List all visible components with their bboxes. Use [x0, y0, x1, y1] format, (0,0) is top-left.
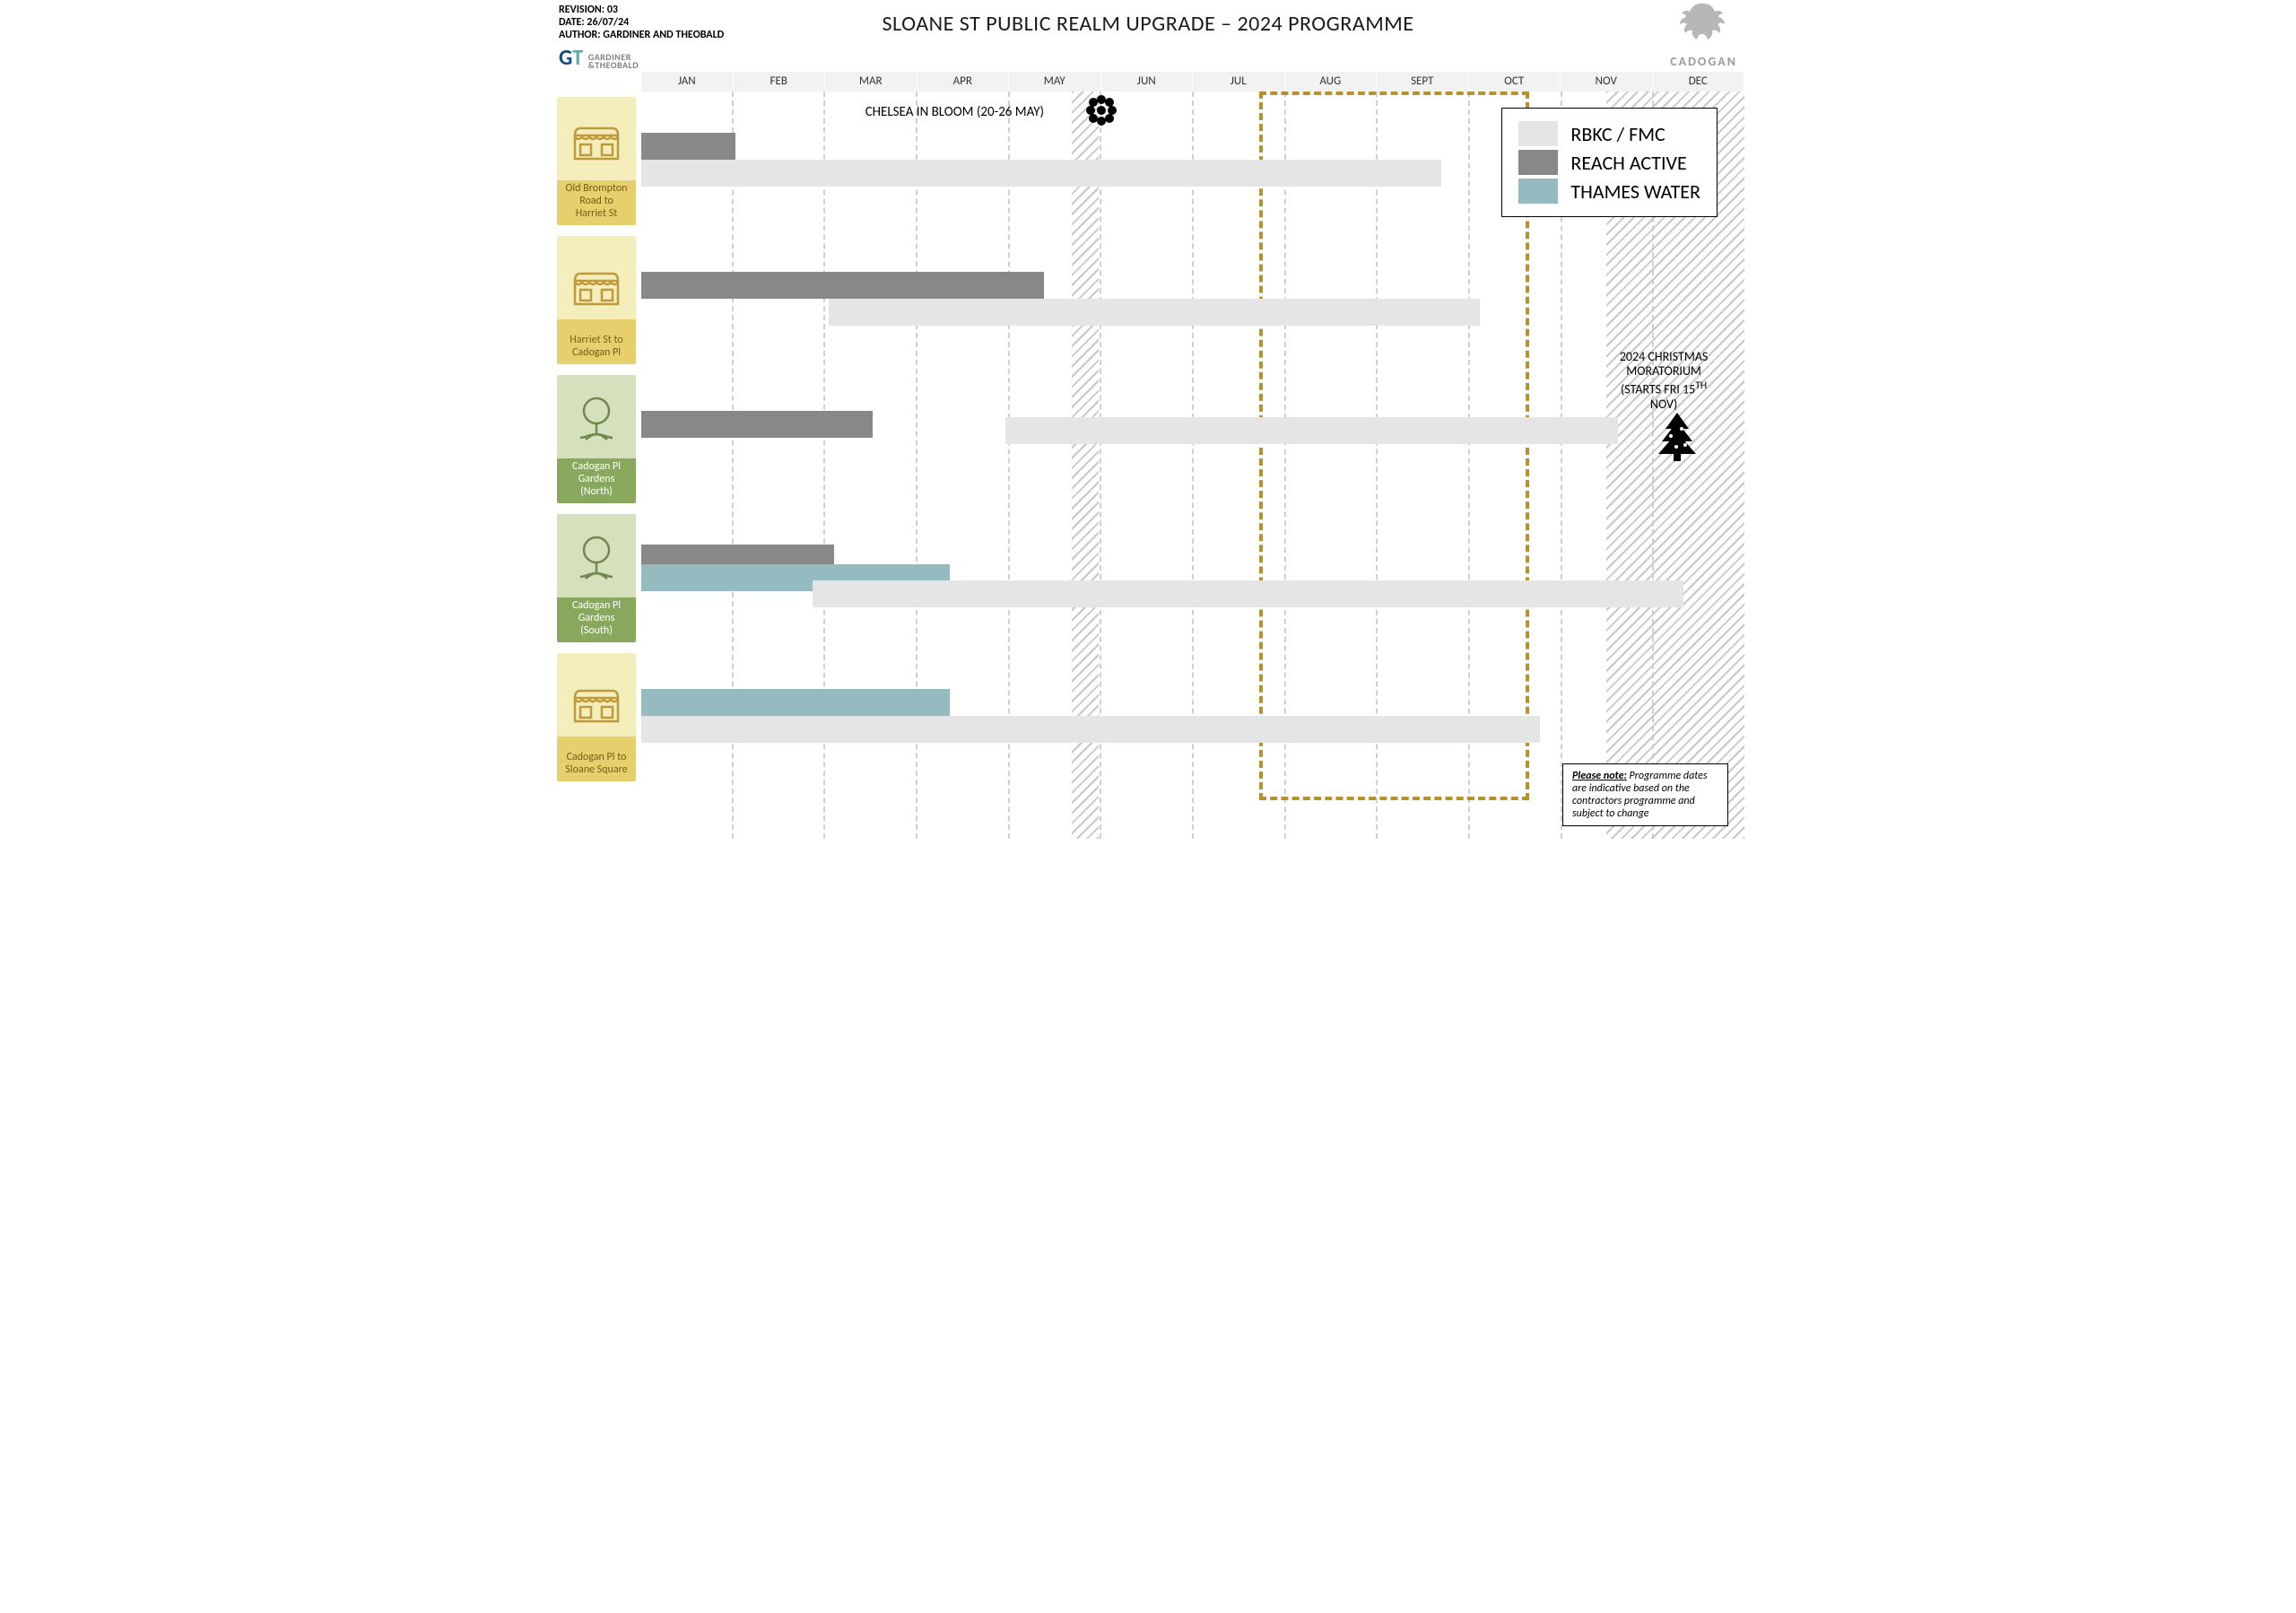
- bar-rbkc: [641, 716, 1540, 743]
- month-cell: FEB: [734, 72, 826, 92]
- zone-label-line: Cadogan Pl: [557, 346, 636, 359]
- month-cell: AUG: [1285, 72, 1378, 92]
- gt-logo: GT GARDINER &THEOBALD: [559, 45, 639, 71]
- zone-label-line: Harriet St to: [557, 334, 636, 346]
- month-cell: JUN: [1101, 72, 1194, 92]
- month-cell: SEPT: [1377, 72, 1469, 92]
- note-box: Please note: Programme dates are indicat…: [1562, 763, 1728, 826]
- zone-label-line: Gardens: [557, 612, 636, 624]
- zone-label-line: (North): [557, 485, 636, 498]
- bar-thames: [641, 689, 950, 716]
- gt-initial-2: T: [572, 45, 583, 71]
- zone-label-line: Gardens: [557, 473, 636, 485]
- page-title: SLOANE ST PUBLIC REALM UPGRADE – 2024 PR…: [552, 11, 1744, 37]
- christmas-moratorium-label: 2024 CHRISTMASMORATORIUM(STARTS FRI 15TH…: [1596, 350, 1731, 412]
- month-cell: NOV: [1561, 72, 1653, 92]
- legend-row: REACH ACTIVE: [1518, 150, 1700, 175]
- dragon-icon: [1679, 2, 1729, 54]
- zone-label: Harriet St toCadogan Pl: [557, 236, 636, 364]
- cadogan-caption: CADOGAN: [1670, 54, 1737, 69]
- gantt-chart: JANFEBMARAPRMAYJUNJULAUGSEPTOCTNOVDEC Ol…: [552, 72, 1744, 839]
- zone-label-line: (South): [557, 624, 636, 637]
- zone-label-line: Harriet St: [557, 207, 636, 220]
- legend-label: REACH ACTIVE: [1570, 151, 1686, 175]
- zone-label: Old BromptonRoad toHarriet St: [557, 97, 636, 225]
- legend-row: RBKC / FMC: [1518, 121, 1700, 146]
- legend: RBKC / FMC REACH ACTIVE THAMES WATER: [1501, 108, 1718, 217]
- cadogan-logo: CADOGAN: [1670, 2, 1737, 69]
- zone-label-line: Cadogan Pl to: [557, 751, 636, 763]
- legend-label: THAMES WATER: [1570, 179, 1700, 204]
- zone-label-line: Old Brompton: [557, 182, 636, 195]
- month-cell: JUL: [1193, 72, 1285, 92]
- tree-icon: [557, 375, 636, 460]
- zone-label: Cadogan Pl toSloane Square: [557, 653, 636, 781]
- bar-reach: [641, 133, 735, 160]
- month-cell: OCT: [1469, 72, 1561, 92]
- bar-rbkc: [829, 299, 1480, 326]
- zone-label-line: Cadogan Pl: [557, 599, 636, 612]
- legend-row: THAMES WATER: [1518, 179, 1700, 204]
- month-cell: APR: [918, 72, 1010, 92]
- bar-rbkc: [1005, 417, 1618, 444]
- chelsea-in-bloom-label: CHELSEA IN BLOOM (20-26 MAY): [865, 104, 1044, 120]
- month-cell: JAN: [641, 72, 734, 92]
- bar-reach: [641, 272, 1044, 299]
- bar-reach: [641, 411, 873, 438]
- month-cell: MAR: [825, 72, 918, 92]
- shop-icon: [557, 97, 636, 182]
- tree-icon: [557, 514, 636, 599]
- month-cell: DEC: [1653, 72, 1745, 92]
- programme-gantt-page: REVISION: 03 DATE: 26/07/24 AUTHOR: GARD…: [552, 0, 1744, 839]
- month-header: JANFEBMARAPRMAYJUNJULAUGSEPTOCTNOVDEC: [641, 72, 1744, 92]
- christmas-tree-icon: [1657, 413, 1698, 466]
- zone-gardens-north: Cadogan PlGardens(North): [552, 370, 1744, 509]
- month-cell: MAY: [1009, 72, 1101, 92]
- zone-label-line: Cadogan Pl: [557, 460, 636, 473]
- zone-label-line: Road to: [557, 195, 636, 207]
- shop-icon: [557, 653, 636, 751]
- gt-initial-1: G: [559, 45, 572, 71]
- note-lead: Please note:: [1572, 770, 1627, 782]
- zone-label: Cadogan PlGardens(North): [557, 375, 636, 503]
- flower-icon: [1086, 95, 1117, 130]
- zone-label: Cadogan PlGardens(South): [557, 514, 636, 642]
- legend-swatch: [1518, 121, 1558, 146]
- zone-harriet-cadogan: Harriet St toCadogan Pl: [552, 231, 1744, 370]
- shop-icon: [557, 236, 636, 334]
- zone-label-line: Sloane Square: [557, 763, 636, 776]
- legend-swatch: [1518, 179, 1558, 204]
- legend-label: RBKC / FMC: [1570, 122, 1665, 146]
- gt-wordmark: GARDINER &THEOBALD: [588, 53, 639, 69]
- bar-rbkc: [813, 580, 1684, 607]
- zone-gardens-south: Cadogan PlGardens(South): [552, 509, 1744, 648]
- legend-swatch: [1518, 150, 1558, 175]
- bar-rbkc: [641, 160, 1441, 187]
